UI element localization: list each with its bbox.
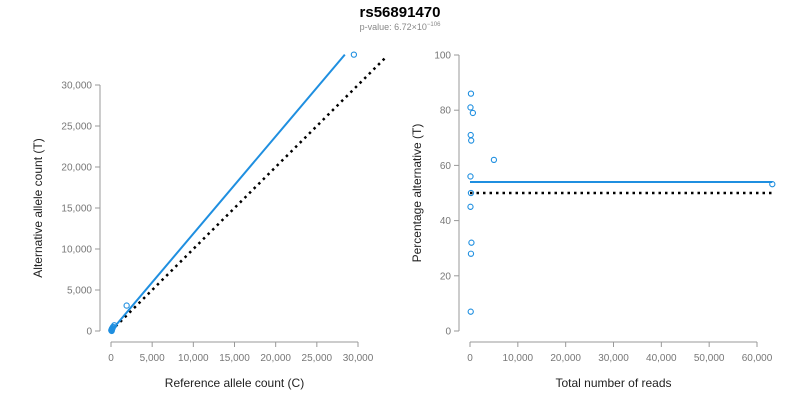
chart-title: rs56891470 [359, 4, 441, 21]
chart-subtitle: p-value: 6.72×10−106 [0, 22, 800, 32]
right-y-tick-label: 100 [434, 51, 451, 62]
right-x-tick-label: 50,000 [694, 353, 725, 364]
p-value-text: p-value: 6.72×10 [359, 22, 427, 32]
right-data-point [468, 137, 475, 144]
p-value-exponent: −106 [426, 22, 441, 28]
right-x-tick-label: 10,000 [503, 353, 534, 364]
left-fit-line [110, 54, 346, 332]
right-data-point [467, 173, 474, 180]
left-y-tick-label: 30,000 [61, 81, 92, 92]
right-y-axis-title: Percentage alternative (T) [410, 124, 424, 263]
right-x-tick-label: 40,000 [646, 353, 677, 364]
left-y-tick-label: 5,000 [67, 286, 92, 297]
right-x-tick-label: 30,000 [598, 353, 629, 364]
left-y-tick-label: 20,000 [61, 163, 92, 174]
left-reference-line [110, 55, 388, 332]
right-data-point [467, 104, 474, 111]
right-y-tick-label: 20 [440, 271, 452, 282]
right-x-tick-label: 0 [467, 353, 473, 364]
left-y-axis-title: Alternative allele count (T) [31, 138, 45, 277]
right-x-tick-label: 60,000 [742, 353, 773, 364]
right-data-point [467, 131, 474, 139]
right-data-point [467, 250, 475, 257]
left-x-tick-label: 0 [108, 353, 114, 364]
left-x-axis-title: Reference allele count (C) [165, 376, 304, 390]
left-x-tick-label: 20,000 [260, 353, 291, 364]
left-y-tick-label: 25,000 [61, 122, 92, 133]
left-x-tick-label: 5,000 [140, 353, 165, 364]
right-data-point [468, 239, 475, 246]
right-data-point [467, 308, 474, 315]
right-y-tick-label: 60 [440, 161, 452, 172]
right-y-tick-label: 40 [440, 216, 452, 227]
left-x-tick-label: 25,000 [302, 353, 333, 364]
left-x-tick-label: 15,000 [219, 353, 250, 364]
right-x-axis-title: Total number of reads [555, 376, 671, 390]
right-data-point [467, 189, 475, 197]
left-data-point [109, 323, 117, 331]
right-data-point [769, 181, 776, 188]
left-data-point [111, 322, 118, 329]
left-data-point [350, 51, 358, 58]
right-data-point [490, 156, 498, 164]
right-y-tick-label: 80 [440, 106, 452, 117]
left-y-tick-label: 10,000 [61, 245, 92, 256]
left-y-tick-label: 0 [86, 327, 92, 338]
right-data-point [469, 109, 477, 117]
right-data-point [467, 203, 474, 210]
left-x-tick-label: 10,000 [178, 353, 209, 364]
right-x-tick-label: 20,000 [550, 353, 581, 364]
right-data-point [467, 90, 475, 97]
left-data-point [108, 327, 115, 335]
left-data-point [123, 302, 130, 309]
left-x-tick-label: 30,000 [343, 353, 374, 364]
left-y-tick-label: 15,000 [61, 204, 92, 215]
right-y-tick-label: 0 [445, 327, 451, 338]
